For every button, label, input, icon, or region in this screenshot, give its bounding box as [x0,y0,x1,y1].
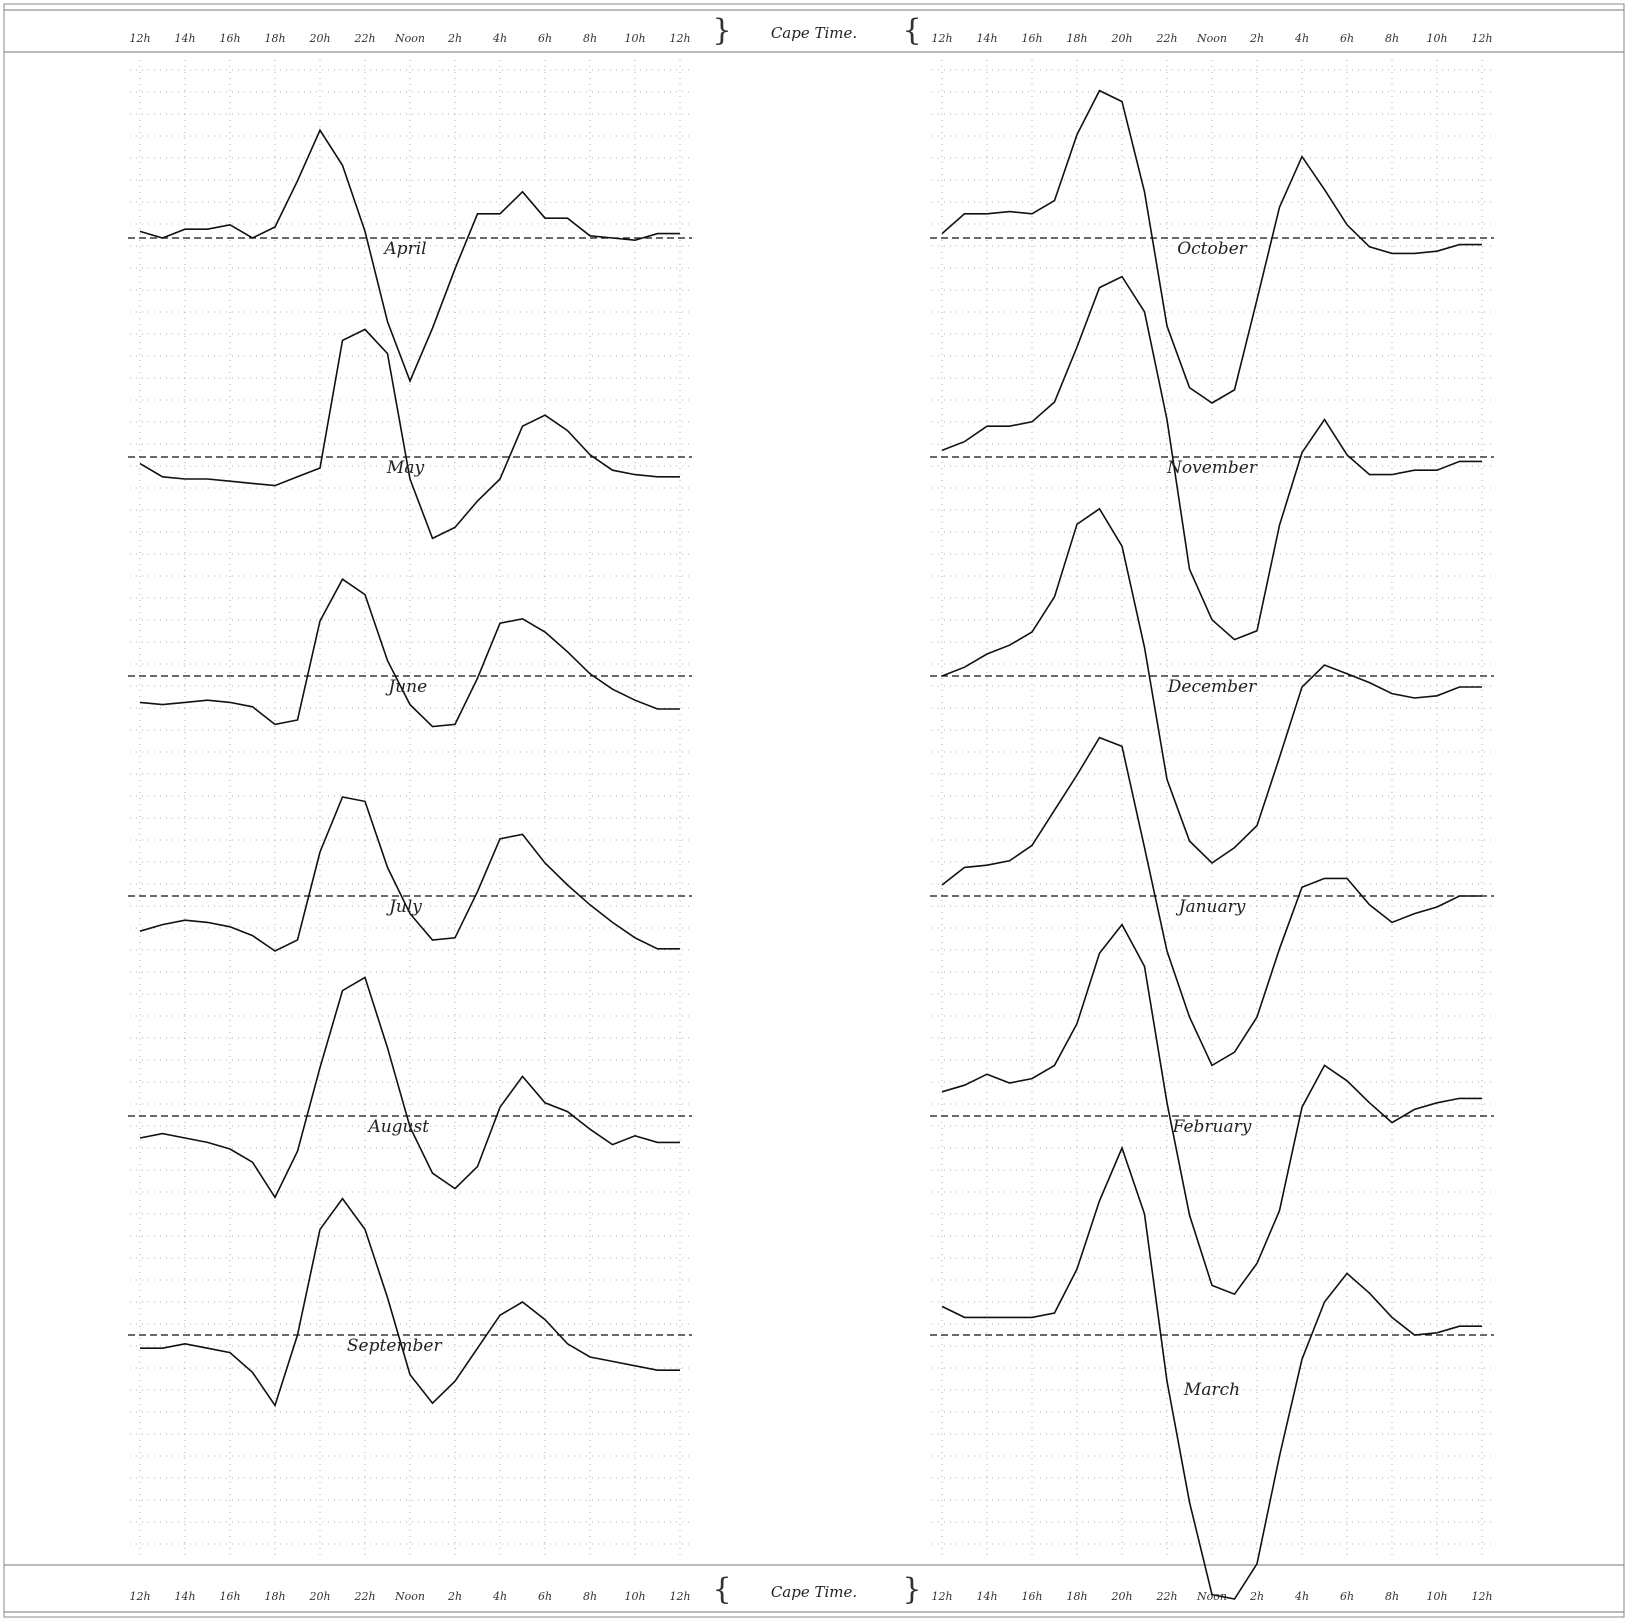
panel-november: November [930,275,1494,641]
bottom-tick-label-left: 4h [492,1590,507,1603]
footer-right-brace: } [902,1572,921,1607]
top-tick-label-right: 6h [1340,32,1354,45]
top-tick-label-left: 12h [129,32,150,45]
bottom-tick-label-right: 14h [976,1590,997,1603]
bottom-tick-label-left: 16h [219,1590,240,1603]
bottom-tick-label-left: 8h [583,1590,597,1603]
panel-june: June [128,578,692,728]
top-tick-label-left: 10h [624,32,645,45]
panel-february: February [930,923,1494,1296]
bottom-tick-label-left: Noon [394,1590,425,1603]
top-tick-label-right: 14h [976,32,997,45]
bottom-tick-label-left: 14h [174,1590,195,1603]
bottom-tick-label-right: 8h [1385,1590,1399,1603]
header-cape-time-label: Cape Time. [771,24,857,42]
top-tick-label-right: 22h [1155,32,1177,45]
series-line-april [139,128,680,384]
top-tick-label-left: 18h [264,32,285,45]
bottom-tick-label-left: 2h [447,1590,462,1603]
grid-layer [130,60,1492,1555]
bottom-tick-label-left: 12h [129,1590,150,1603]
bottom-tick-label-right: 6h [1340,1590,1354,1603]
month-label-september: September [347,1336,443,1356]
series-line-february [941,923,1482,1296]
series-line-october [941,89,1482,404]
bottom-tick-label-right: 22h [1155,1590,1177,1603]
top-tick-label-left: 14h [174,32,195,45]
top-tick-label-right: 2h [1249,32,1264,45]
panel-may: May [128,328,692,540]
top-tick-label-right: 10h [1426,32,1447,45]
bottom-tick-label-right: 18h [1066,1590,1087,1603]
panel-march: March [930,1145,1494,1600]
month-label-may: May [386,458,425,478]
top-tick-label-right: 18h [1066,32,1087,45]
month-label-august: August [366,1117,429,1137]
bottom-tick-label-right: 2h [1249,1590,1264,1603]
series-line-january [941,736,1482,1067]
top-tick-label-right: 12h [931,32,952,45]
top-tick-label-right: 20h [1110,32,1132,45]
top-tick-label-left: 16h [219,32,240,45]
top-tick-label-left: 12h [669,32,690,45]
month-label-april: April [382,239,426,259]
bottom-tick-label-left: 12h [669,1590,690,1603]
bottom-tick-label-right: 4h [1294,1590,1309,1603]
top-tick-label-left: 2h [447,32,462,45]
panel-december: December [930,507,1494,865]
month-label-july: July [386,897,422,917]
panel-july: July [128,796,692,952]
top-tick-label-right: 8h [1385,32,1399,45]
header-left-brace: } [712,13,731,48]
bottom-tick-label-right: 12h [931,1590,952,1603]
top-tick-label-left: Noon [394,32,425,45]
panel-april: April [128,128,692,384]
panel-layer: April May June July August September October No… [128,89,1494,1600]
panel-october: October [930,89,1494,404]
bottom-tick-label-right: 20h [1110,1590,1132,1603]
panel-january: January [930,736,1494,1067]
panel-september: September [128,1197,692,1408]
month-label-february: February [1172,1117,1252,1137]
top-tick-label-left: 6h [538,32,552,45]
top-tick-label-left: 4h [492,32,507,45]
series-line-march [941,1145,1482,1600]
top-tick-label-right: Noon [1196,32,1227,45]
bottom-tick-label-right: 16h [1021,1590,1042,1603]
month-label-january: January [1176,897,1246,917]
top-tick-label-left: 20h [308,32,330,45]
bottom-tick-label-left: 6h [538,1590,552,1603]
series-line-august [139,976,680,1200]
bottom-tick-label-right: 10h [1426,1590,1447,1603]
top-tick-label-right: 16h [1021,32,1042,45]
series-line-june [139,578,680,728]
footer-left-brace: { [712,1572,731,1607]
month-label-october: October [1177,239,1247,259]
tick-label-layer: 12h 12h 14h 14h 16h 16h 18h 18h 20h 20h 22h 22h Noon… [129,32,1492,1603]
bottom-tick-label-left: 20h [308,1590,330,1603]
series-line-july [139,796,680,952]
bottom-tick-label-right: 12h [1471,1590,1492,1603]
month-label-december: December [1167,677,1257,697]
bottom-tick-label-left: 10h [624,1590,645,1603]
outer-frame [3,3,1625,1618]
top-tick-label-right: 4h [1294,32,1309,45]
bottom-tick-label-right: Noon [1196,1590,1227,1603]
header-right-brace: { [902,13,921,48]
panel-august: August [128,976,692,1200]
month-label-november: November [1166,458,1258,478]
top-tick-label-left: 8h [583,32,597,45]
month-label-june: June [385,677,427,697]
series-line-september [140,1197,680,1408]
bottom-tick-label-left: 22h [353,1590,375,1603]
top-tick-label-right: 12h [1471,32,1492,45]
series-line-december [941,507,1482,865]
top-tick-label-left: 22h [353,32,375,45]
series-line-may [139,328,680,540]
bottom-tick-label-left: 18h [264,1590,285,1603]
series-line-november [941,275,1482,641]
footer-cape-time-label: Cape Time. [771,1583,857,1601]
month-label-march: March [1183,1380,1240,1400]
